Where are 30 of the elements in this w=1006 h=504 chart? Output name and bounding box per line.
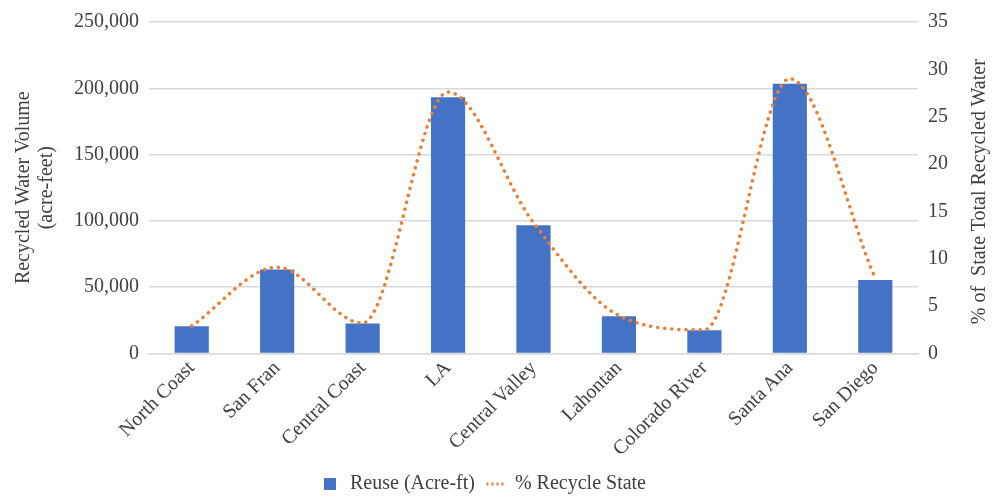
legend-label: % Recycle State	[514, 471, 647, 495]
bar	[430, 97, 466, 353]
bar	[772, 83, 807, 353]
y-tick-label: 250,000	[74, 9, 139, 32]
y2-tick-label: 5	[928, 293, 938, 316]
bar	[601, 316, 637, 353]
y2-tick-label: 10	[928, 245, 948, 268]
y2-tick-label: 30	[928, 56, 948, 79]
x-tick-label: San Fran	[217, 355, 284, 423]
y-axis-title: Recycled Water Volume (acre-feet)	[10, 91, 57, 285]
x-tick-label: LA	[420, 355, 455, 391]
y-tick-label: 200,000	[74, 75, 139, 98]
y2-tick-label: 25	[928, 103, 948, 126]
y2-axis-title: % of State Total Recycled Water	[967, 58, 991, 325]
bar	[687, 330, 722, 353]
y-tick-label: 100,000	[74, 208, 139, 231]
bar	[858, 280, 893, 353]
y-tick-label: 50,000	[84, 274, 139, 297]
line-series	[189, 77, 878, 332]
y-tick-label: 150,000	[74, 141, 139, 164]
legend-label: Reuse (Acre-ft)	[350, 471, 475, 495]
y-tick-label: 0	[129, 340, 139, 363]
y2-tick-label: 20	[928, 151, 948, 174]
bar	[516, 225, 551, 353]
y2-tick-label: 0	[928, 340, 938, 363]
y2-tick-label: 35	[928, 9, 948, 32]
bar	[174, 326, 209, 353]
y2-tick-label: 15	[928, 198, 948, 221]
bar	[260, 269, 295, 353]
bar	[345, 323, 380, 353]
